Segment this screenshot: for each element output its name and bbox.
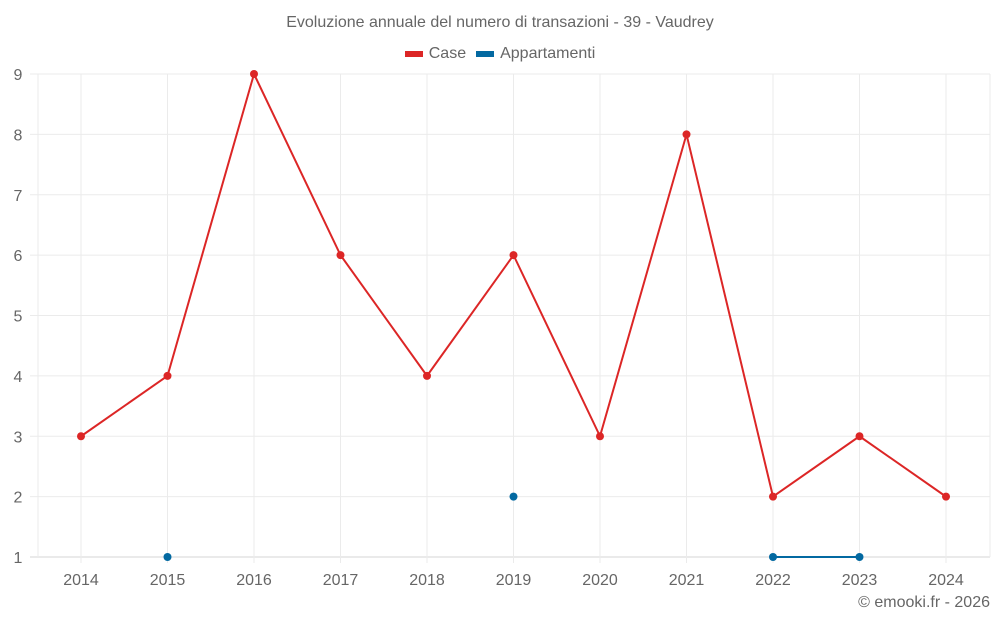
x-tick-label: 2022 [755,572,791,589]
data-point[interactable] [596,432,604,441]
x-tick-label: 2018 [409,572,445,589]
x-tick-label: 2020 [582,572,618,589]
chart-legend: Case Appartamenti [0,45,1000,63]
data-point[interactable] [77,432,85,441]
data-point[interactable] [163,371,172,380]
x-tick-label: 2024 [928,572,964,589]
chart-title: Evoluzione annuale del numero di transaz… [286,14,714,31]
data-point[interactable] [682,130,691,139]
y-tick-label: 5 [14,309,23,326]
y-tick-label: 1 [14,550,23,567]
legend-label-appartamenti: Appartamenti [500,45,596,62]
x-tick-label: 2023 [842,572,878,589]
credit-text: © emooki.fr - 2026 [858,594,990,611]
y-tick-label: 6 [14,248,23,265]
legend-swatch-appartamenti [476,51,495,57]
x-tick-label: 2015 [150,572,186,589]
y-tick-label: 4 [14,369,23,386]
data-point[interactable] [855,553,864,561]
y-tick-label: 3 [14,429,23,446]
x-tick-label: 2014 [63,572,99,589]
y-tick-label: 9 [14,67,23,84]
legend-item-case[interactable]: Case [404,45,467,63]
legend-label-case: Case [428,45,467,62]
x-tick-label: 2016 [236,572,272,589]
x-tick-label: 2017 [323,572,359,589]
data-point[interactable] [855,432,864,441]
legend-item-appartamenti[interactable]: Appartamenti [476,45,595,63]
data-point[interactable] [769,492,777,501]
data-point[interactable] [163,553,172,561]
data-point[interactable] [769,553,777,561]
y-tick-label: 2 [14,490,23,507]
data-point[interactable] [942,492,950,501]
y-tick-label: 7 [14,188,23,205]
data-point[interactable] [509,492,518,501]
data-point[interactable] [250,70,258,78]
data-point[interactable] [336,251,345,260]
data-point[interactable] [423,371,431,380]
x-tick-label: 2021 [669,572,705,589]
legend-swatch-case [404,51,423,57]
x-tick-label: 2019 [496,572,532,589]
data-point[interactable] [509,251,518,260]
y-tick-label: 8 [14,127,23,144]
